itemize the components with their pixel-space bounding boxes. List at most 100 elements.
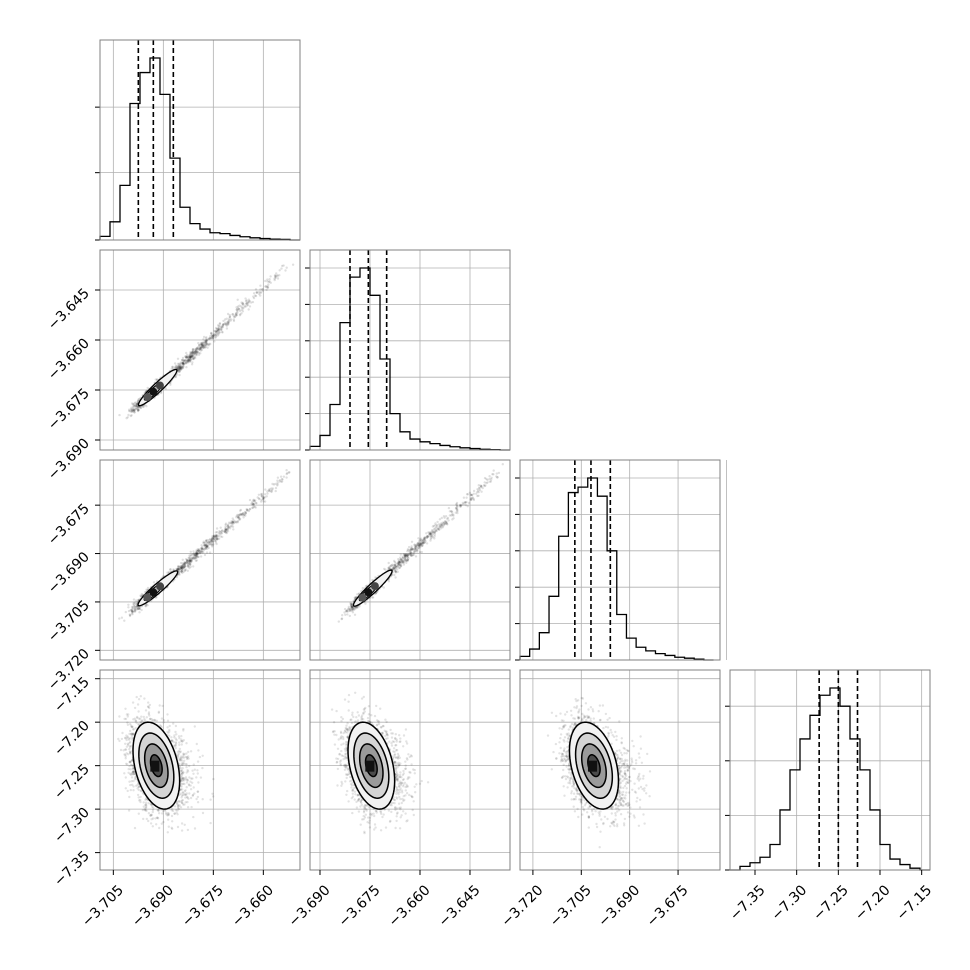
scatter-point <box>274 276 277 280</box>
scatter-point <box>207 543 211 546</box>
hist-frame-2 <box>519 459 721 661</box>
scatter-point <box>422 538 426 541</box>
scatter-point <box>180 564 184 567</box>
scatter-point <box>425 542 429 545</box>
scatter-point <box>231 522 234 525</box>
scatter-point <box>240 312 243 315</box>
scatter-point <box>279 475 283 478</box>
scatter-point <box>187 559 191 562</box>
scatter-point <box>246 301 249 304</box>
scatter-point <box>180 570 183 573</box>
scatter-point <box>242 514 245 517</box>
scatter-point <box>450 510 453 513</box>
scatter-point <box>181 361 185 365</box>
scatter-point <box>132 409 136 413</box>
scatter-point <box>189 563 192 566</box>
scatter-point <box>132 770 135 773</box>
scatter-point <box>191 553 194 557</box>
scatter-point <box>222 319 225 323</box>
scatter-point <box>243 510 247 514</box>
scatter-point <box>125 762 128 765</box>
scatter-point <box>124 787 128 790</box>
scatter-point <box>185 756 189 759</box>
scatter-point <box>136 407 139 411</box>
scatter-point <box>184 355 187 358</box>
scatter-point <box>264 285 267 288</box>
scatter-point <box>237 307 240 310</box>
scatter-point <box>199 549 202 552</box>
scatter-point <box>137 409 140 412</box>
scatter-point <box>200 341 203 345</box>
scatter-point <box>350 605 354 609</box>
scatter-point <box>225 531 228 535</box>
scatter-point <box>196 549 200 552</box>
scatter-point <box>144 803 148 806</box>
scatter-point <box>177 368 180 372</box>
scatter-point <box>241 303 245 306</box>
scatter-point <box>180 565 183 568</box>
scatter-point <box>387 561 390 565</box>
scatter-point <box>225 530 228 533</box>
scatter-point <box>205 342 208 345</box>
scatter-point <box>216 330 219 333</box>
scatter-point <box>203 541 206 545</box>
scatter-point <box>446 517 449 520</box>
scatter-point <box>423 538 426 541</box>
scatter-point <box>430 533 433 536</box>
scatter-point <box>127 409 131 413</box>
scatter-point <box>394 567 398 570</box>
scatter-point <box>214 541 218 544</box>
scatter-point <box>349 608 352 611</box>
scatter-point <box>391 565 394 568</box>
scatter-point <box>217 333 220 336</box>
scatter-point <box>181 367 184 370</box>
scatter-point <box>248 498 252 502</box>
scatter-point <box>191 352 194 355</box>
scatter-point <box>188 563 192 566</box>
scatter-point <box>278 274 281 277</box>
scatter-point <box>419 537 423 540</box>
scatter-point <box>415 544 418 547</box>
scatter-point <box>124 742 127 745</box>
scatter-point <box>196 348 200 351</box>
scatter-point <box>217 327 221 331</box>
scatter-point <box>180 364 183 368</box>
scatter-point <box>218 322 222 325</box>
scatter-point <box>193 553 196 556</box>
scatter-point <box>195 552 198 555</box>
scatter-point <box>251 506 254 509</box>
scatter-point <box>407 557 410 560</box>
scatter-point <box>206 547 209 550</box>
scatter-point <box>152 581 156 584</box>
scatter-point <box>117 737 120 741</box>
scatter-point <box>194 552 198 555</box>
scatter-point <box>266 286 269 289</box>
scatter-point <box>180 566 183 570</box>
scatter-point <box>189 355 192 359</box>
scatter-point <box>189 559 192 562</box>
scatter-point <box>231 520 234 523</box>
scatter-point <box>180 570 183 573</box>
scatter-point <box>186 563 190 566</box>
scatter-point <box>215 331 218 334</box>
scatter-point <box>405 554 408 557</box>
scatter-point <box>227 321 230 324</box>
scatter-point <box>240 301 243 304</box>
scatter-point <box>227 521 231 524</box>
scatter-point <box>181 563 185 567</box>
scatter-point <box>259 294 262 297</box>
scatter-point <box>136 405 139 408</box>
scatter-point <box>203 548 206 551</box>
scatter-point <box>131 410 135 413</box>
scatter-point <box>188 359 192 362</box>
scatter-point <box>415 550 419 553</box>
scatter-point <box>132 405 136 408</box>
scatter-point <box>185 561 189 564</box>
scatter-point <box>175 366 178 369</box>
scatter-point <box>477 494 480 497</box>
scatter-point <box>232 319 236 323</box>
scatter-point <box>183 568 187 572</box>
scatter-point <box>184 359 187 362</box>
scatter-point <box>189 355 192 359</box>
scatter-point <box>199 346 202 349</box>
